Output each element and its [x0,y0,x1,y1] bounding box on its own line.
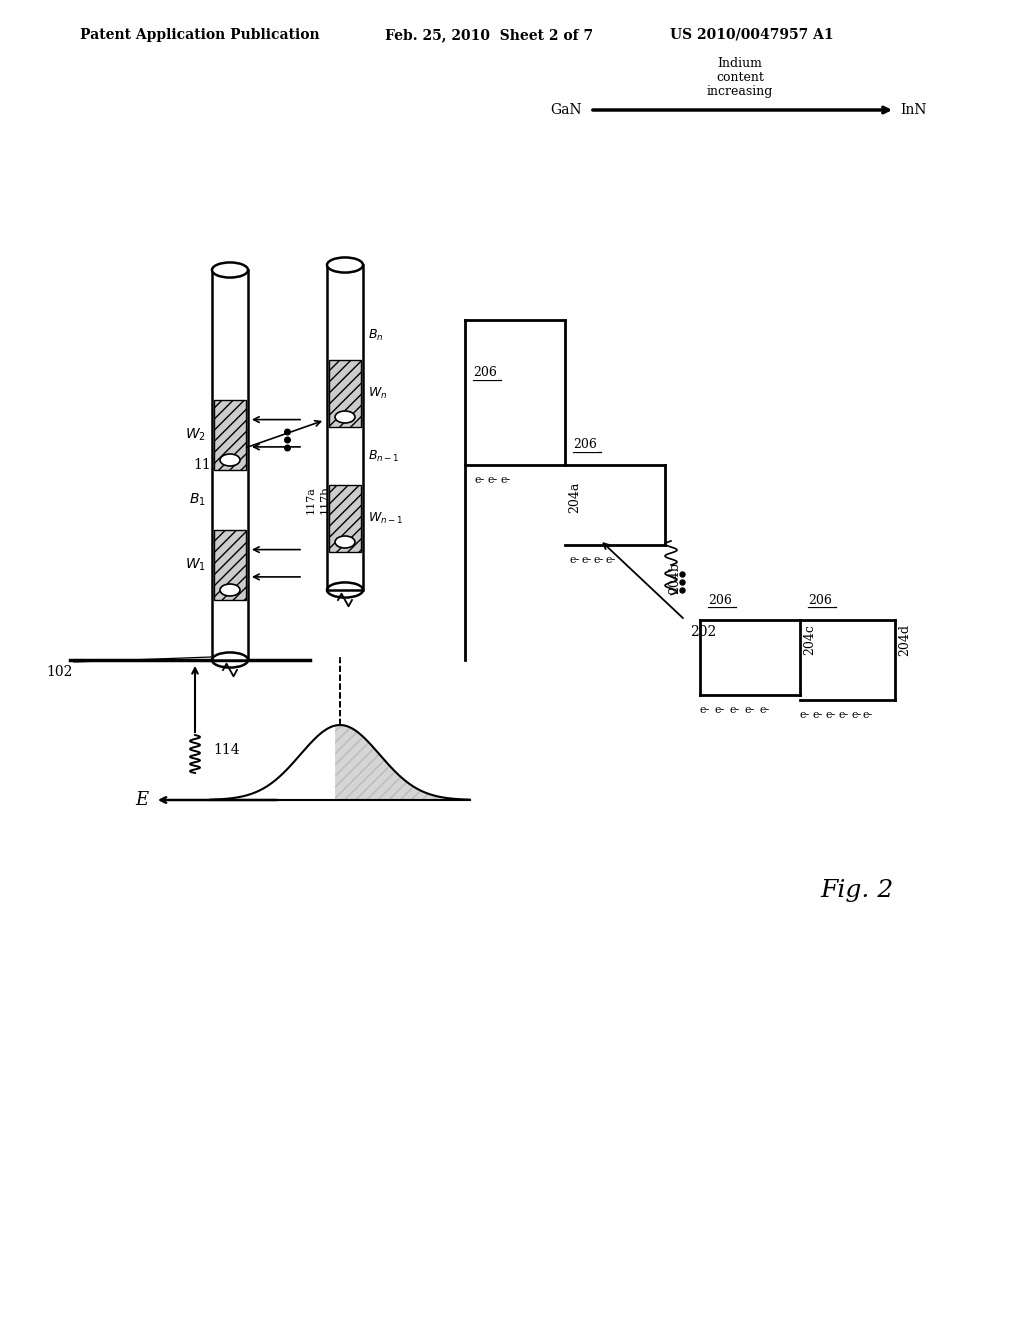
Text: e-: e- [699,705,710,715]
Text: US 2010/0047957 A1: US 2010/0047957 A1 [670,28,834,42]
Text: 117b: 117b [319,486,330,515]
Bar [212,271,248,660]
Text: E: E [135,791,148,809]
Text: e-: e- [501,475,511,484]
Text: e-: e- [826,710,837,719]
Ellipse shape [212,263,248,277]
Circle shape [285,445,290,451]
Bar [329,484,361,552]
Text: 102: 102 [47,665,73,678]
Ellipse shape [220,454,240,466]
Text: $B_n$: $B_n$ [368,327,384,343]
Circle shape [680,572,685,577]
Bar [214,400,246,470]
Ellipse shape [327,257,362,272]
Text: e-: e- [475,475,485,484]
Text: e-: e- [606,554,616,565]
Text: $W_1$: $W_1$ [185,557,206,573]
Text: e-: e- [852,710,862,719]
Bar [329,360,361,426]
Text: e-: e- [760,705,770,715]
Bar [214,531,246,601]
Text: 204d: 204d [898,624,911,656]
Circle shape [285,437,290,442]
Text: $W_{n-1}$: $W_{n-1}$ [368,511,403,527]
Text: Fig. 2: Fig. 2 [820,879,893,902]
Text: e-: e- [730,705,740,715]
Text: increasing: increasing [707,84,773,98]
Text: e-: e- [570,554,581,565]
Text: e-: e- [839,710,849,719]
Bar [327,265,362,590]
Ellipse shape [220,583,240,597]
Text: 206: 206 [708,594,732,606]
Text: e-: e- [863,710,873,719]
Text: 206: 206 [808,594,831,606]
Text: e-: e- [813,710,823,719]
Text: InN: InN [900,103,927,117]
Text: e-: e- [744,705,755,715]
Text: e-: e- [800,710,810,719]
Text: e-: e- [487,475,498,484]
Text: 204c: 204c [803,624,816,656]
Text: Indium: Indium [718,57,763,70]
Text: $W_2$: $W_2$ [185,426,206,444]
Text: Feb. 25, 2010  Sheet 2 of 7: Feb. 25, 2010 Sheet 2 of 7 [385,28,593,42]
Text: $B_{n-1}$: $B_{n-1}$ [368,449,399,463]
Text: 115: 115 [194,458,220,473]
Ellipse shape [335,411,355,422]
Text: 114: 114 [213,743,240,756]
Text: 117a: 117a [306,486,316,513]
Text: $B_1$: $B_1$ [189,492,206,508]
Text: Patent Application Publication: Patent Application Publication [80,28,319,42]
Text: 206: 206 [573,438,597,451]
Text: e-: e- [715,705,725,715]
Ellipse shape [335,536,355,548]
Text: e-: e- [594,554,604,565]
Circle shape [680,579,685,585]
Text: content: content [716,71,764,84]
Text: 206: 206 [473,366,497,379]
Text: 204b: 204b [668,561,681,594]
Text: 204a: 204a [568,482,581,513]
Text: e-: e- [582,554,592,565]
Text: GaN: GaN [550,103,582,117]
Circle shape [680,587,685,593]
Text: $W_n$: $W_n$ [368,385,387,401]
Circle shape [285,429,290,434]
Text: 202: 202 [690,624,716,639]
